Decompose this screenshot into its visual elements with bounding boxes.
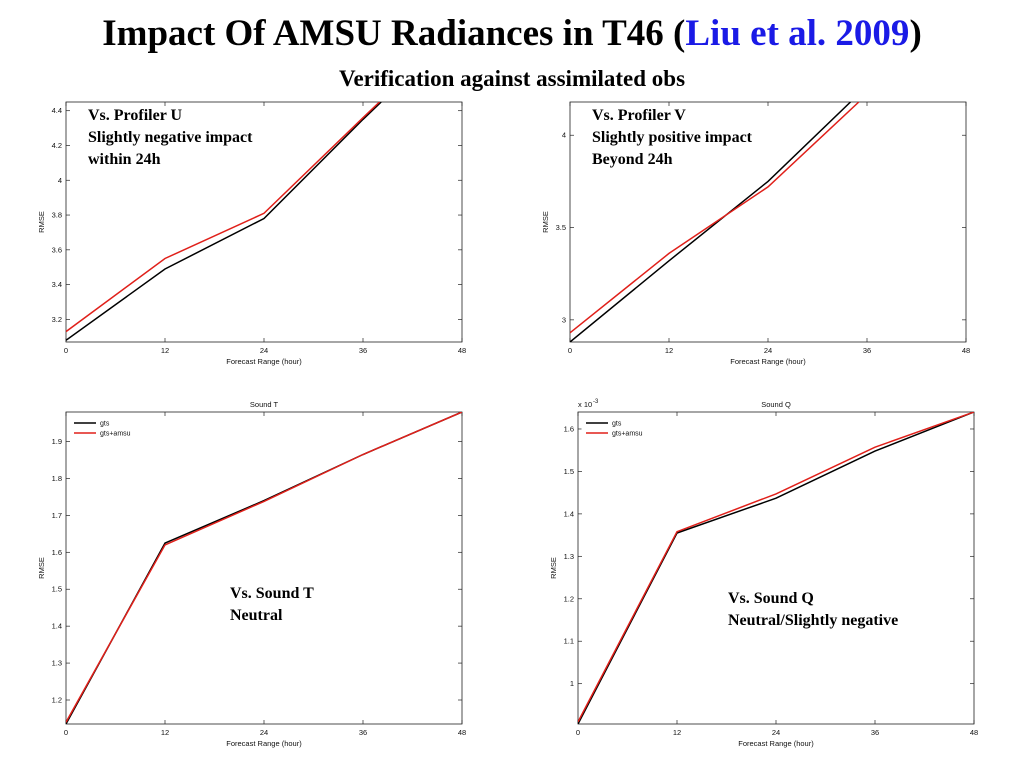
legend-label: gts [100,421,110,428]
y-tick-label: 1.9 [52,437,62,446]
y-tick-label: 3.6 [52,245,62,254]
slide-title: Impact Of AMSU Radiances in T46 (Liu et … [0,12,1024,55]
annotation-sound-q: Vs. Sound Q Neutral/Slightly negative [728,588,898,632]
y-tick-label: 3.5 [556,223,566,232]
series-line-0 [570,102,852,342]
chart-profiler-u: 0 12 24 36 48 3.2 3.4 3.6 3.8 4 4.2 4.4 Forecast Ran… [28,96,480,368]
annotation-line: Slightly negative impact [88,129,253,146]
x-axis-label: Forecast Range (hour) [730,357,806,366]
x-tick-label: 12 [673,728,681,737]
slide-subtitle: Verification against assimilated obs [338,66,686,91]
y-tick-label: 1.5 [52,585,62,594]
y-tick-label: 3 [562,315,566,324]
chart-sound-q: 0 12 24 36 48 1 1.1 1.2 1.3 1.4 1.5 1.6 Forecast Ran… [540,396,992,752]
annotation-line: Neutral/Slightly negative [728,612,899,629]
annotation-line: Vs. Profiler U [88,107,183,124]
x-tick-label: 0 [64,728,68,737]
y-tick-label: 4.4 [52,106,62,115]
x-tick-label: 36 [871,728,879,737]
chart-profiler-u-svg: 0 12 24 36 48 3.2 3.4 3.6 3.8 4 4.2 4.4 Forecast Ran… [37,101,466,366]
chart-title: Sound Q [761,400,791,409]
y-tick-label: 4 [562,131,566,140]
series-line-gts-amsu [66,412,462,723]
series-line-1 [570,102,860,334]
legend-label: gts [612,421,622,428]
y-tick-label: 4 [58,176,62,185]
chart-profiler-v-svg: 0 12 24 36 48 3 3.5 4 Forecast Range (hour) RMSE [541,101,970,366]
x-tick-label: 12 [161,728,169,737]
x-tick-label: 24 [260,346,268,355]
y-tick-label: 1.2 [52,696,62,705]
citation-link[interactable]: Liu et al. 2009 [685,13,910,54]
x-tick-label: 48 [458,346,466,355]
series-line-0 [66,102,382,341]
y-axis-label: RMSE [37,557,46,579]
y-tick-label: 1.8 [52,474,62,483]
y-exponent-power: -3 [593,399,599,405]
annotation-profiler-v: Vs. Profiler V Slightly positive impact … [592,105,752,171]
y-tick-label: 1.4 [564,509,574,518]
y-tick-label: 1.3 [52,659,62,668]
series-line-1 [66,102,381,333]
y-tick-label: 3.2 [52,315,62,324]
x-tick-label: 0 [576,728,580,737]
title-close: ) [909,13,922,54]
x-tick-label: 48 [458,728,466,737]
legend-box [69,415,145,441]
x-tick-label: 48 [970,728,978,737]
x-tick-label: 0 [64,346,68,355]
x-axis-label: Forecast Range (hour) [226,739,302,748]
annotation-line: Vs. Sound Q [728,590,814,607]
x-axis-label: Forecast Range (hour) [738,739,814,748]
series-line-gts-amsu [578,412,974,723]
chart-profiler-v: 0 12 24 36 48 3 3.5 4 Forecast Range (hour) RMSE [532,96,984,368]
y-axis-label: RMSE [37,211,46,233]
y-axis-label: RMSE [549,557,558,579]
legend-label: gts+amsu [100,431,131,438]
y-exponent-label: x 10 [578,400,592,409]
y-tick-label: 4.2 [52,141,62,150]
chart-sound-t: 0 12 24 36 48 1.2 1.3 1.4 1.5 1.6 1.7 1.8 1.9 Forecas… [28,396,480,752]
annotation-profiler-u: Vs. Profiler U Slightly negative impact … [88,105,252,171]
x-tick-label: 24 [260,728,268,737]
title-main: Impact Of AMSU Radiances in T46 ( [102,13,686,54]
chart-sound-t-svg: 0 12 24 36 48 1.2 1.3 1.4 1.5 1.6 1.7 1.8 1.9 Forecas… [37,400,466,748]
plot-frame [65,411,463,725]
y-tick-label: 1.2 [564,594,574,603]
x-tick-label: 12 [161,346,169,355]
annotation-line: Beyond 24h [592,151,673,168]
y-tick-label: 3.4 [52,280,62,289]
annotation-sound-t: Vs. Sound T Neutral [230,583,314,627]
x-tick-label: 36 [359,728,367,737]
annotation-line: Neutral [230,607,283,624]
y-axis-label: RMSE [541,211,550,233]
x-tick-label: 24 [772,728,780,737]
annotation-line: Vs. Sound T [230,585,314,602]
x-tick-label: 36 [359,346,367,355]
x-tick-label: 12 [665,346,673,355]
legend-box [581,415,657,441]
y-tick-label: 1.1 [564,637,574,646]
x-axis-label: Forecast Range (hour) [226,357,302,366]
plot-frame [65,101,463,343]
plot-frame [577,411,975,725]
annotation-line: Slightly positive impact [592,129,753,146]
annotation-line: within 24h [88,151,161,168]
x-tick-label: 36 [863,346,871,355]
x-tick-label: 48 [962,346,970,355]
x-tick-label: 24 [764,346,772,355]
x-tick-label: 0 [568,346,572,355]
y-tick-label: 1.7 [52,511,62,520]
annotation-line: Vs. Profiler V [592,107,686,124]
chart-sound-q-svg: 0 12 24 36 48 1 1.1 1.2 1.3 1.4 1.5 1.6 Forecast Ran… [549,399,978,748]
y-tick-label: 1 [570,679,574,688]
y-tick-label: 1.6 [52,548,62,557]
y-tick-label: 1.4 [52,622,62,631]
y-tick-label: 3.8 [52,211,62,220]
chart-title: Sound T [250,400,279,409]
y-tick-label: 1.5 [564,467,574,476]
y-tick-label: 1.3 [564,552,574,561]
y-tick-label: 1.6 [564,424,574,433]
legend-label: gts+amsu [612,431,643,438]
